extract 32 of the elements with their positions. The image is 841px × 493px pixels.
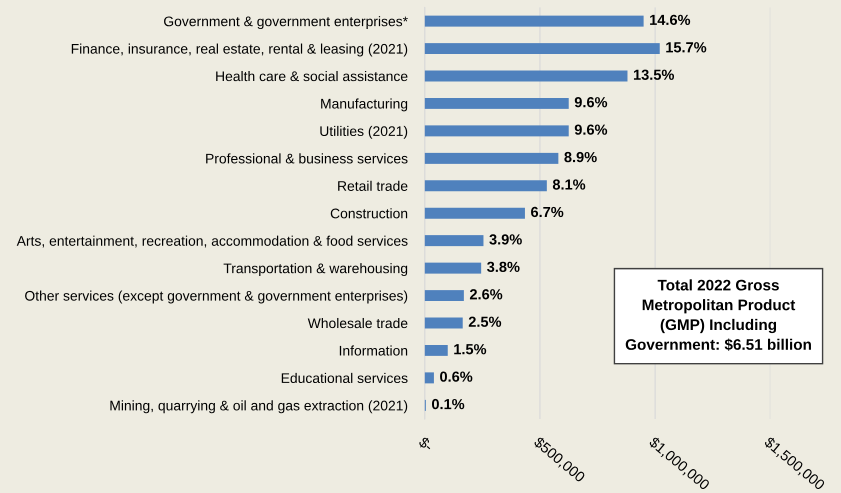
annotation: 9.6% <box>574 97 608 108</box>
y-tick-label: Government & government enterprises* <box>164 16 408 30</box>
annotation: 15.7% <box>666 42 706 52</box>
y-tick-label: Transportation & warehousing <box>224 263 408 276</box>
annotation: 1.5% <box>454 344 486 354</box>
y-tick-label: Other services (except government & government enterprises) <box>25 290 408 304</box>
annotation: 3.8% <box>487 262 520 272</box>
annotation: 2.6% <box>470 289 502 300</box>
y-tick-label: Retail trade <box>338 180 408 191</box>
y-tick-label: Health care & social assistance <box>216 70 408 82</box>
annotation: 8.9% <box>564 152 597 162</box>
y-tick-label: Information <box>340 345 408 356</box>
y-tick-label: Professional & business services <box>206 153 408 164</box>
annotation: 0.6% <box>440 371 472 382</box>
y-tick-label: Wholesale trade <box>308 318 408 328</box>
y-tick-label: Mining, quarrying & oil and gas extraction (2021) <box>110 400 408 414</box>
y-tick-label: Finance, insurance, real estate, rental & leasing (2021) <box>72 44 408 56</box>
y-tick-label: Manufacturing <box>321 98 408 112</box>
y-tick-label: Educational services <box>282 372 408 384</box>
annotation: 3.9% <box>489 234 522 245</box>
x-tick-label: $- <box>417 436 434 453</box>
annotation: 14.6% <box>650 14 690 26</box>
annotation: 13.5% <box>634 70 674 80</box>
annotation: 0.1% <box>432 398 464 410</box>
y-tick-label: Utilities (2021) <box>320 126 408 139</box>
y-tick-label: Construction <box>330 208 408 218</box>
annotation: 6.7% <box>531 206 564 218</box>
annotation: 9.6% <box>574 124 608 135</box>
y-tick-label: Arts, entertainment, recreation, accommodation & food services <box>16 236 408 248</box>
annotation: Total 2022 Gross Metropolitan Product (GMP) Including Government: $6.51 billion <box>626 279 811 351</box>
annotation: 8.1% <box>552 179 586 190</box>
annotation: 2.5% <box>468 316 502 327</box>
